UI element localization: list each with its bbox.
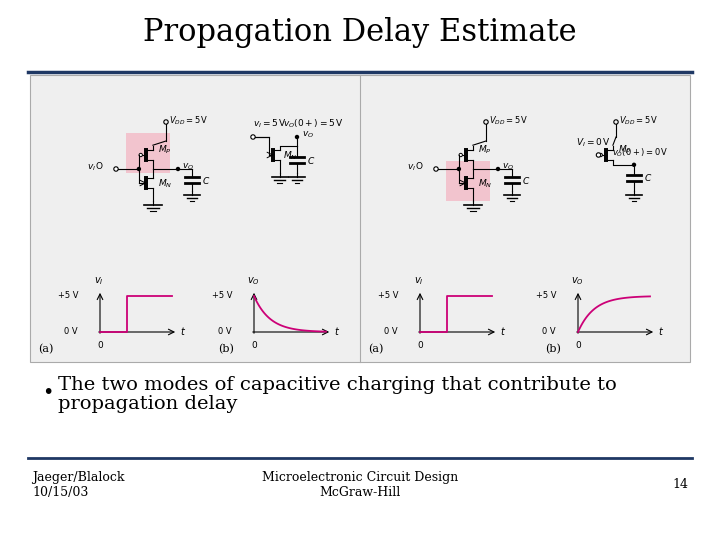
Bar bbox=[446, 161, 490, 201]
Text: 0: 0 bbox=[575, 341, 581, 350]
Text: +5 V: +5 V bbox=[536, 291, 556, 300]
Circle shape bbox=[294, 135, 300, 139]
Circle shape bbox=[251, 135, 255, 139]
Text: $v_O$: $v_O$ bbox=[502, 162, 514, 172]
Circle shape bbox=[137, 167, 141, 171]
Circle shape bbox=[433, 167, 438, 171]
Text: 0: 0 bbox=[97, 341, 103, 350]
Text: $v_O(0+)=5\,\mathrm{V}$: $v_O(0+)=5\,\mathrm{V}$ bbox=[283, 118, 343, 131]
Text: (b): (b) bbox=[545, 343, 561, 354]
Text: 0 V: 0 V bbox=[384, 327, 398, 335]
Text: 0 V: 0 V bbox=[218, 327, 232, 335]
Circle shape bbox=[599, 153, 603, 157]
Text: Jaeger/Blalock
10/15/03: Jaeger/Blalock 10/15/03 bbox=[32, 471, 125, 499]
Text: $v_I\,\mathrm{O}$: $v_I\,\mathrm{O}$ bbox=[407, 161, 424, 173]
Bar bbox=[30, 75, 690, 362]
Text: $M_P$: $M_P$ bbox=[618, 144, 631, 157]
Circle shape bbox=[632, 163, 636, 167]
Text: $v_O$: $v_O$ bbox=[246, 275, 259, 287]
Text: $v_I=5\,\mathrm{V}$: $v_I=5\,\mathrm{V}$ bbox=[253, 118, 287, 131]
Circle shape bbox=[139, 153, 143, 157]
Text: Propagation Delay Estimate: Propagation Delay Estimate bbox=[143, 17, 577, 48]
Text: $C$: $C$ bbox=[307, 154, 315, 165]
Text: (a): (a) bbox=[368, 343, 383, 354]
Text: $t$: $t$ bbox=[500, 325, 506, 337]
Text: +5 V: +5 V bbox=[377, 291, 398, 300]
Text: $v_I$: $v_I$ bbox=[414, 275, 424, 287]
Text: +5 V: +5 V bbox=[212, 291, 232, 300]
Text: $v_I$: $v_I$ bbox=[94, 275, 104, 287]
Text: 14: 14 bbox=[672, 478, 688, 491]
Text: Microelectronic Circuit Design
McGraw-Hill: Microelectronic Circuit Design McGraw-Hi… bbox=[262, 471, 458, 499]
Text: $v_O$: $v_O$ bbox=[182, 162, 194, 172]
Circle shape bbox=[496, 167, 500, 171]
Circle shape bbox=[456, 167, 461, 171]
Text: (b): (b) bbox=[218, 343, 234, 354]
Text: $C$: $C$ bbox=[644, 172, 652, 183]
Text: +5 V: +5 V bbox=[58, 291, 78, 300]
Text: The two modes of capacitive charging that contribute to: The two modes of capacitive charging tha… bbox=[58, 376, 617, 394]
Text: $v_O$: $v_O$ bbox=[570, 275, 583, 287]
Text: $M_P$: $M_P$ bbox=[478, 144, 492, 157]
Text: $t$: $t$ bbox=[334, 325, 340, 337]
Text: $V_I=0\,\mathrm{V}$: $V_I=0\,\mathrm{V}$ bbox=[576, 137, 611, 149]
Text: $v_O$: $v_O$ bbox=[302, 130, 314, 140]
Text: 0: 0 bbox=[417, 341, 423, 350]
Text: 0: 0 bbox=[251, 341, 257, 350]
Text: $t$: $t$ bbox=[180, 325, 186, 337]
Text: 0 V: 0 V bbox=[64, 327, 78, 335]
Bar bbox=[126, 133, 170, 173]
Text: •: • bbox=[42, 382, 53, 402]
Text: 0 V: 0 V bbox=[542, 327, 556, 335]
Text: $V_{DD}=5\,\mathrm{V}$: $V_{DD}=5\,\mathrm{V}$ bbox=[489, 115, 528, 127]
Text: $v_I\,\mathrm{O}$: $v_I\,\mathrm{O}$ bbox=[86, 161, 104, 173]
Text: $V_{DD}=5\,\mathrm{V}$: $V_{DD}=5\,\mathrm{V}$ bbox=[619, 115, 659, 127]
Text: $V_{DD}=5\,\mathrm{V}$: $V_{DD}=5\,\mathrm{V}$ bbox=[169, 115, 209, 127]
Text: propagation delay: propagation delay bbox=[58, 395, 238, 413]
Circle shape bbox=[114, 167, 118, 171]
Text: $M_P$: $M_P$ bbox=[158, 144, 171, 157]
Text: $M_N$: $M_N$ bbox=[158, 178, 172, 191]
Text: $t$: $t$ bbox=[658, 325, 664, 337]
Circle shape bbox=[176, 167, 180, 171]
Text: $C$: $C$ bbox=[522, 174, 530, 186]
Circle shape bbox=[596, 153, 600, 157]
Text: $M_N$: $M_N$ bbox=[283, 150, 297, 163]
Text: $C$: $C$ bbox=[202, 174, 210, 186]
Text: $M_N$: $M_N$ bbox=[478, 178, 492, 191]
Text: (a): (a) bbox=[38, 343, 53, 354]
Text: $v_O(0+)=0\,\mathrm{V}$: $v_O(0+)=0\,\mathrm{V}$ bbox=[612, 146, 669, 159]
Circle shape bbox=[459, 153, 462, 157]
